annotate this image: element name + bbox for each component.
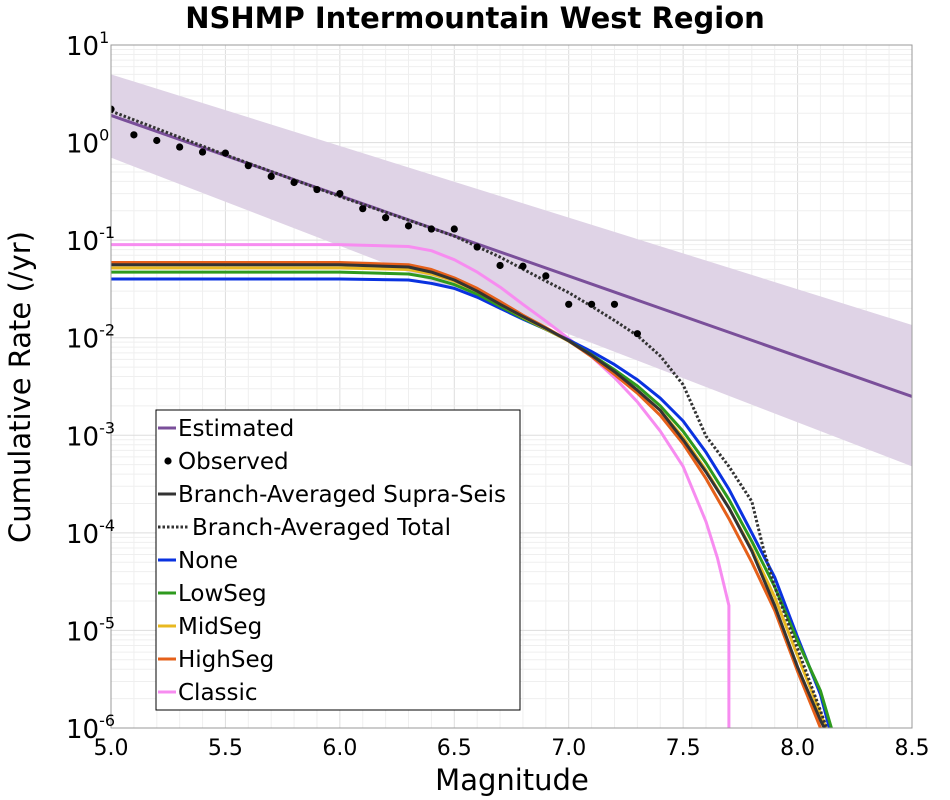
observed-point (610, 300, 619, 308)
observed-point (473, 243, 481, 251)
observed-point (153, 136, 161, 145)
x-tick-label: 8.5 (895, 736, 930, 761)
x-tick-label: 7.0 (551, 736, 586, 761)
y-tick-label: 10-4 (66, 516, 115, 550)
series-line-branch-averaged-supra-seis (111, 263, 827, 728)
series-line-none (111, 277, 831, 728)
y-tick-label: 10-1 (66, 223, 115, 257)
x-tick-label: 6.5 (437, 736, 472, 761)
x-tick-label: 8.0 (780, 736, 815, 761)
y-ticks: 101 100 10-1 10-2 10-3 10-4 10-5 10-6 (66, 28, 115, 745)
series-group (111, 105, 912, 728)
observed-point (450, 225, 458, 233)
legend-label-branch-averaged-supra-seis: Branch-Averaged Supra-Seis (178, 482, 506, 508)
observed-point (111, 105, 115, 113)
y-tick-label: 10-2 (66, 321, 115, 355)
uncertainty-band (111, 74, 912, 467)
observed-point (404, 222, 413, 230)
observed-point (290, 178, 298, 187)
x-axis-label: Magnitude (435, 763, 589, 797)
observed-point (427, 225, 435, 233)
observed-point (267, 172, 275, 181)
x-tick-label: 5.0 (94, 736, 129, 761)
chart-title: NSHMP Intermountain West Region (185, 1, 765, 35)
legend-label-branch-averaged-total: Branch-Averaged Total (192, 515, 451, 541)
observed-point (496, 261, 504, 270)
plot-frame (110, 44, 913, 729)
series-line-highseg (111, 261, 823, 728)
y-tick-label: 10-3 (66, 418, 115, 452)
observed-point (633, 330, 641, 338)
legend-box (155, 409, 521, 711)
y-tick-label: 10-5 (66, 613, 115, 647)
observed-point (359, 205, 367, 213)
observed-point (382, 214, 390, 222)
observed-point (198, 148, 207, 156)
legend: Estimated Observed Branch-Averaged Supra-S… (155, 409, 521, 711)
observed-point (313, 185, 321, 194)
observed-point (565, 300, 573, 308)
y-tick-label: 101 (66, 28, 109, 62)
observed-point (519, 262, 527, 270)
series-line-estimated (111, 113, 912, 398)
legend-label-lowseg: LowSeg (178, 581, 267, 607)
legend-marker-observed (164, 457, 172, 465)
legend-label-estimated: Estimated (178, 416, 294, 442)
x-tick-label: 7.5 (666, 736, 701, 761)
legend-label-classic: Classic (178, 680, 258, 706)
observed-point (130, 131, 138, 139)
x-tick-label: 6.0 (322, 736, 357, 761)
legend-label-highseg: HighSeg (178, 647, 274, 673)
observed-point (588, 300, 596, 308)
estimated-range-band (111, 74, 912, 467)
series-line-branch-averaged-total (111, 109, 829, 728)
observed-point (221, 149, 230, 157)
legend-label-midseg: MidSeg (178, 614, 262, 640)
y-tick-label: 100 (66, 126, 109, 160)
x-tick-label: 5.5 (208, 736, 243, 761)
observed-point (176, 143, 184, 151)
y-axis-label: Cumulative Rate (/yr) (3, 231, 37, 543)
x-ticks: 5.0 5.5 6.0 6.5 7.0 7.5 8.0 8.5 (94, 736, 930, 761)
legend-label-observed: Observed (178, 449, 289, 475)
legend-label-none: None (178, 548, 238, 574)
observed-point (244, 162, 252, 170)
observed-point (542, 272, 550, 280)
observed-point (336, 189, 344, 198)
y-tick-label: 10-6 (66, 711, 115, 745)
